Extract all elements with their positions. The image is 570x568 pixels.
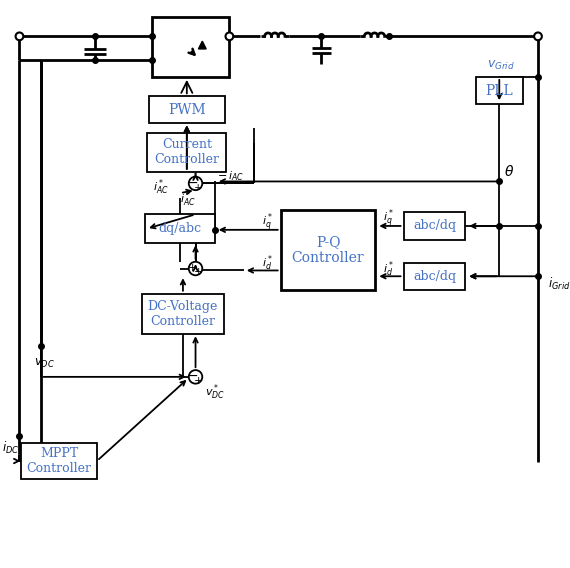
Text: MPPT
Controller: MPPT Controller	[27, 447, 92, 475]
Bar	[147, 133, 226, 172]
Polygon shape	[198, 41, 206, 49]
Bar	[142, 294, 223, 335]
Text: Current
Controller: Current Controller	[154, 139, 219, 166]
Circle shape	[15, 32, 23, 40]
Text: $i_{Grid}$: $i_{Grid}$	[548, 276, 570, 292]
Text: PLL: PLL	[486, 83, 513, 98]
Text: −: −	[187, 176, 198, 189]
Bar	[476, 77, 523, 104]
Circle shape	[534, 32, 542, 40]
Text: DC-Voltage
Controller: DC-Voltage Controller	[148, 300, 218, 328]
Text: +: +	[194, 268, 203, 277]
Text: $i^*_{AC}$: $i^*_{AC}$	[180, 189, 196, 208]
Text: $-\,i_{AC}$: $-\,i_{AC}$	[217, 169, 244, 182]
Bar	[404, 263, 466, 290]
Text: $v^*_{DC}$: $v^*_{DC}$	[205, 382, 225, 402]
Text: +: +	[194, 183, 202, 192]
Circle shape	[226, 32, 233, 40]
Bar	[145, 214, 215, 243]
Text: −: −	[187, 369, 198, 383]
Text: $v_{DC}$: $v_{DC}$	[34, 357, 55, 370]
Circle shape	[189, 262, 202, 275]
Text: +: +	[194, 376, 203, 386]
Text: $v_{Grid}$: $v_{Grid}$	[487, 59, 515, 72]
Bar	[149, 97, 225, 123]
Text: $i^*_q$: $i^*_q$	[383, 208, 394, 230]
Circle shape	[189, 177, 202, 190]
Text: $i^*_{AC}$: $i^*_{AC}$	[153, 177, 169, 197]
Bar	[22, 442, 97, 479]
Circle shape	[189, 370, 202, 383]
Text: $\theta$: $\theta$	[504, 164, 514, 179]
Text: $i^*_q$: $i^*_q$	[262, 212, 273, 234]
Text: $i_{DC}$: $i_{DC}$	[2, 440, 19, 456]
Text: dq/abc: dq/abc	[158, 222, 202, 235]
Bar	[152, 17, 229, 77]
Text: abc/dq: abc/dq	[413, 270, 456, 283]
Text: $i^*_d$: $i^*_d$	[383, 260, 394, 279]
Text: PWM: PWM	[168, 103, 206, 117]
Text: P-Q
Controller: P-Q Controller	[292, 235, 364, 265]
Text: $i^*_d$: $i^*_d$	[262, 254, 273, 273]
Bar	[404, 212, 466, 240]
Text: +: +	[188, 262, 197, 273]
Bar	[280, 211, 376, 290]
Text: abc/dq: abc/dq	[413, 219, 456, 232]
